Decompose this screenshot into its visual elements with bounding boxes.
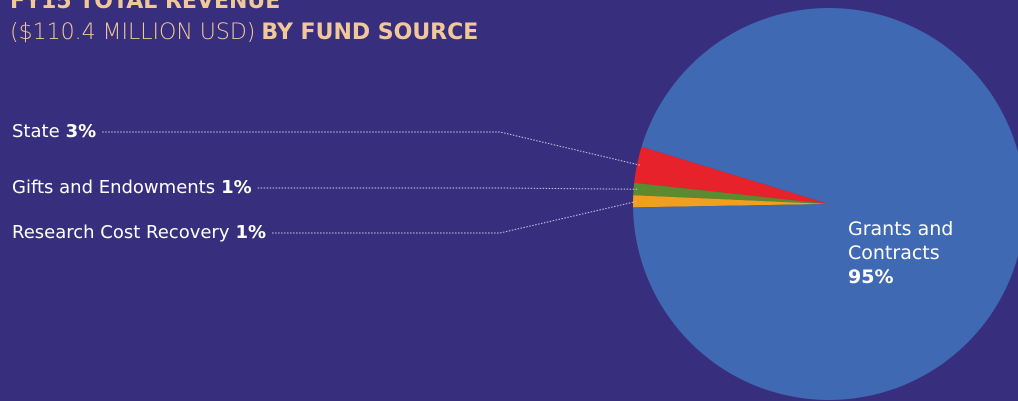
category-label: Grants and Contracts — [848, 218, 954, 264]
slice-label: State 3% — [12, 121, 96, 142]
value-label: 95% — [848, 266, 894, 288]
subtitle-source: BY FUND SOURCE — [261, 20, 478, 45]
category-label: State — [12, 121, 60, 142]
chart-title: FY15 TOTAL REVENUE — [10, 0, 280, 14]
pie-slice — [634, 146, 829, 204]
category-label: Research Cost Recovery — [12, 222, 230, 243]
slice-label: Gifts and Endowments 1% — [12, 177, 252, 198]
slice-label: Research Cost Recovery 1% — [12, 222, 266, 243]
chart-subtitle: ($110.4 MILLION USD) BY FUND SOURCE — [10, 20, 478, 45]
leader-line — [272, 200, 638, 234]
pie-slice — [633, 8, 1018, 400]
value-label: 3% — [66, 121, 97, 142]
grants-label: Grants and Contracts 95% — [848, 217, 978, 289]
pie-slice — [633, 182, 829, 204]
category-label: Gifts and Endowments — [12, 177, 215, 198]
value-label: 1% — [236, 222, 267, 243]
subtitle-amount: ($110.4 MILLION USD) — [10, 20, 255, 45]
value-label: 1% — [221, 177, 252, 198]
pie-slice — [633, 195, 829, 208]
leader-line — [257, 187, 638, 190]
leader-line — [102, 131, 642, 166]
